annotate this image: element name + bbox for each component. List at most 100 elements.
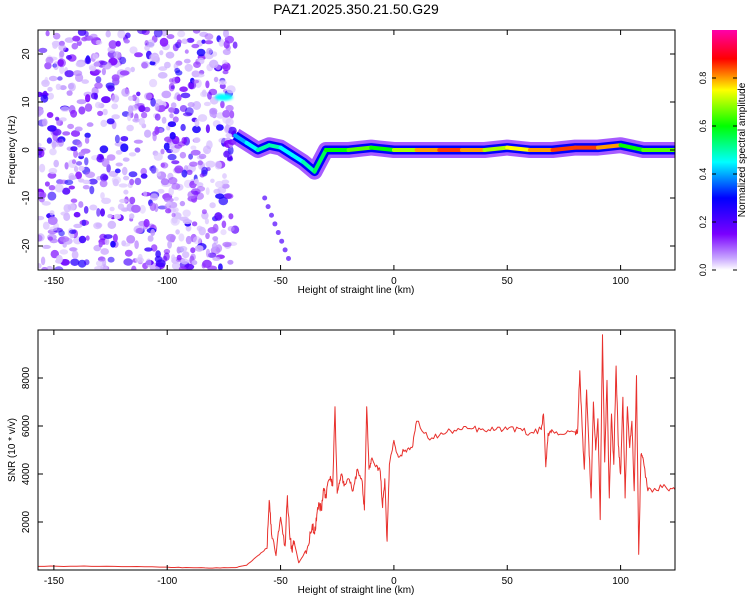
snr-series-line <box>38 334 675 569</box>
noise-blob <box>133 139 143 144</box>
noise-blob <box>39 163 46 173</box>
noise-blob <box>138 105 146 113</box>
noise-blob <box>196 48 206 57</box>
noise-blob <box>222 173 227 179</box>
noise-blob <box>70 258 80 266</box>
noise-blob <box>86 122 94 127</box>
x-tick-label: 50 <box>502 276 514 287</box>
noise-blob <box>101 96 111 104</box>
noise-blob <box>179 86 188 92</box>
noise-blob <box>192 236 202 245</box>
noise-blob <box>101 197 112 204</box>
noise-blob <box>137 253 143 262</box>
noise-blob <box>226 156 234 162</box>
noise-blob <box>42 221 50 230</box>
noise-blob <box>191 260 198 266</box>
noise-blob <box>53 159 59 168</box>
noise-blob <box>110 240 116 248</box>
noise-blob <box>59 236 70 243</box>
noise-blob <box>129 46 138 54</box>
noise-blob <box>125 32 131 39</box>
noise-blob <box>205 232 210 240</box>
noise-blob <box>76 161 83 166</box>
x-tick-label: -100 <box>157 276 177 287</box>
noise-blob <box>129 196 136 205</box>
noise-blob <box>143 106 151 113</box>
colorbar: 0.0 0.2 0.4 0.6 0.8 Normalized spectral ampl… <box>698 30 748 276</box>
noise-blob <box>210 178 215 183</box>
noise-blob <box>38 263 42 269</box>
noise-blob <box>62 187 71 195</box>
noise-blob <box>175 229 180 235</box>
noise-blob <box>58 44 67 51</box>
noise-blob <box>88 178 98 185</box>
noise-blob <box>78 106 86 115</box>
noise-blob <box>60 106 70 112</box>
noise-blob <box>115 150 123 155</box>
noise-blob <box>72 35 81 42</box>
noise-blob <box>78 151 86 156</box>
track-segment <box>618 143 646 152</box>
noise-blob <box>157 72 168 79</box>
noise-blob <box>102 174 109 181</box>
figure-title: PAZ1.2025.350.21.50.G29 <box>273 1 439 17</box>
noise-blob <box>144 92 153 101</box>
noise-blob <box>205 124 210 134</box>
noise-blob <box>224 193 234 200</box>
noise-blob <box>49 226 58 231</box>
noise-blob <box>54 183 64 193</box>
track-segment <box>278 145 294 157</box>
noise-blob <box>68 175 77 181</box>
noise-blob <box>59 50 65 58</box>
noise-blob <box>225 133 233 138</box>
noise-blob <box>220 229 227 236</box>
noise-blob <box>192 30 201 34</box>
noise-blob <box>183 58 191 64</box>
noise-blob <box>70 146 78 152</box>
noise-blob <box>90 92 98 100</box>
noise-blob <box>151 244 158 252</box>
noise-blob <box>122 242 131 247</box>
noise-blob <box>153 152 163 161</box>
noise-blob <box>211 242 218 250</box>
noise-blob <box>166 34 175 40</box>
x-tick-label: -50 <box>273 576 288 587</box>
noise-blob <box>50 249 59 259</box>
noise-blob <box>100 248 109 255</box>
noise-blob <box>141 62 149 69</box>
noise-blob <box>212 223 219 233</box>
noise-blob <box>150 165 157 174</box>
noise-blob <box>83 259 90 266</box>
noise-blob <box>188 153 194 160</box>
x-tick-label: 0 <box>391 276 397 287</box>
noise-blob <box>204 40 214 45</box>
noise-blob <box>94 82 103 89</box>
noise-blob <box>100 192 105 200</box>
noise-blob <box>165 208 172 214</box>
noise-blob <box>213 76 219 83</box>
noise-blob <box>228 213 234 220</box>
snr-y-axis-label: SNR (10 * v/v) <box>7 418 18 482</box>
x-tick-label: -150 <box>44 276 64 287</box>
noise-blob <box>176 254 182 261</box>
noise-blob <box>119 70 130 76</box>
noise-blob <box>156 171 162 177</box>
noise-blob <box>55 83 62 91</box>
noise-blob <box>171 254 176 261</box>
x-tick-label: 100 <box>612 276 629 287</box>
noise-blob <box>166 201 172 206</box>
noise-blob <box>48 185 56 191</box>
y-tick-label: 2000 <box>21 510 32 533</box>
noise-blob <box>106 154 116 161</box>
noise-blob <box>45 30 50 37</box>
noise-blob <box>85 94 91 103</box>
noise-blob <box>169 132 176 140</box>
y-tick-label: 8000 <box>21 366 32 389</box>
noise-blob <box>201 209 207 215</box>
noise-blob <box>94 266 105 270</box>
noise-blob <box>186 169 193 175</box>
noise-blob <box>197 160 203 166</box>
noise-blob <box>98 241 103 248</box>
noise-blob <box>129 178 135 186</box>
